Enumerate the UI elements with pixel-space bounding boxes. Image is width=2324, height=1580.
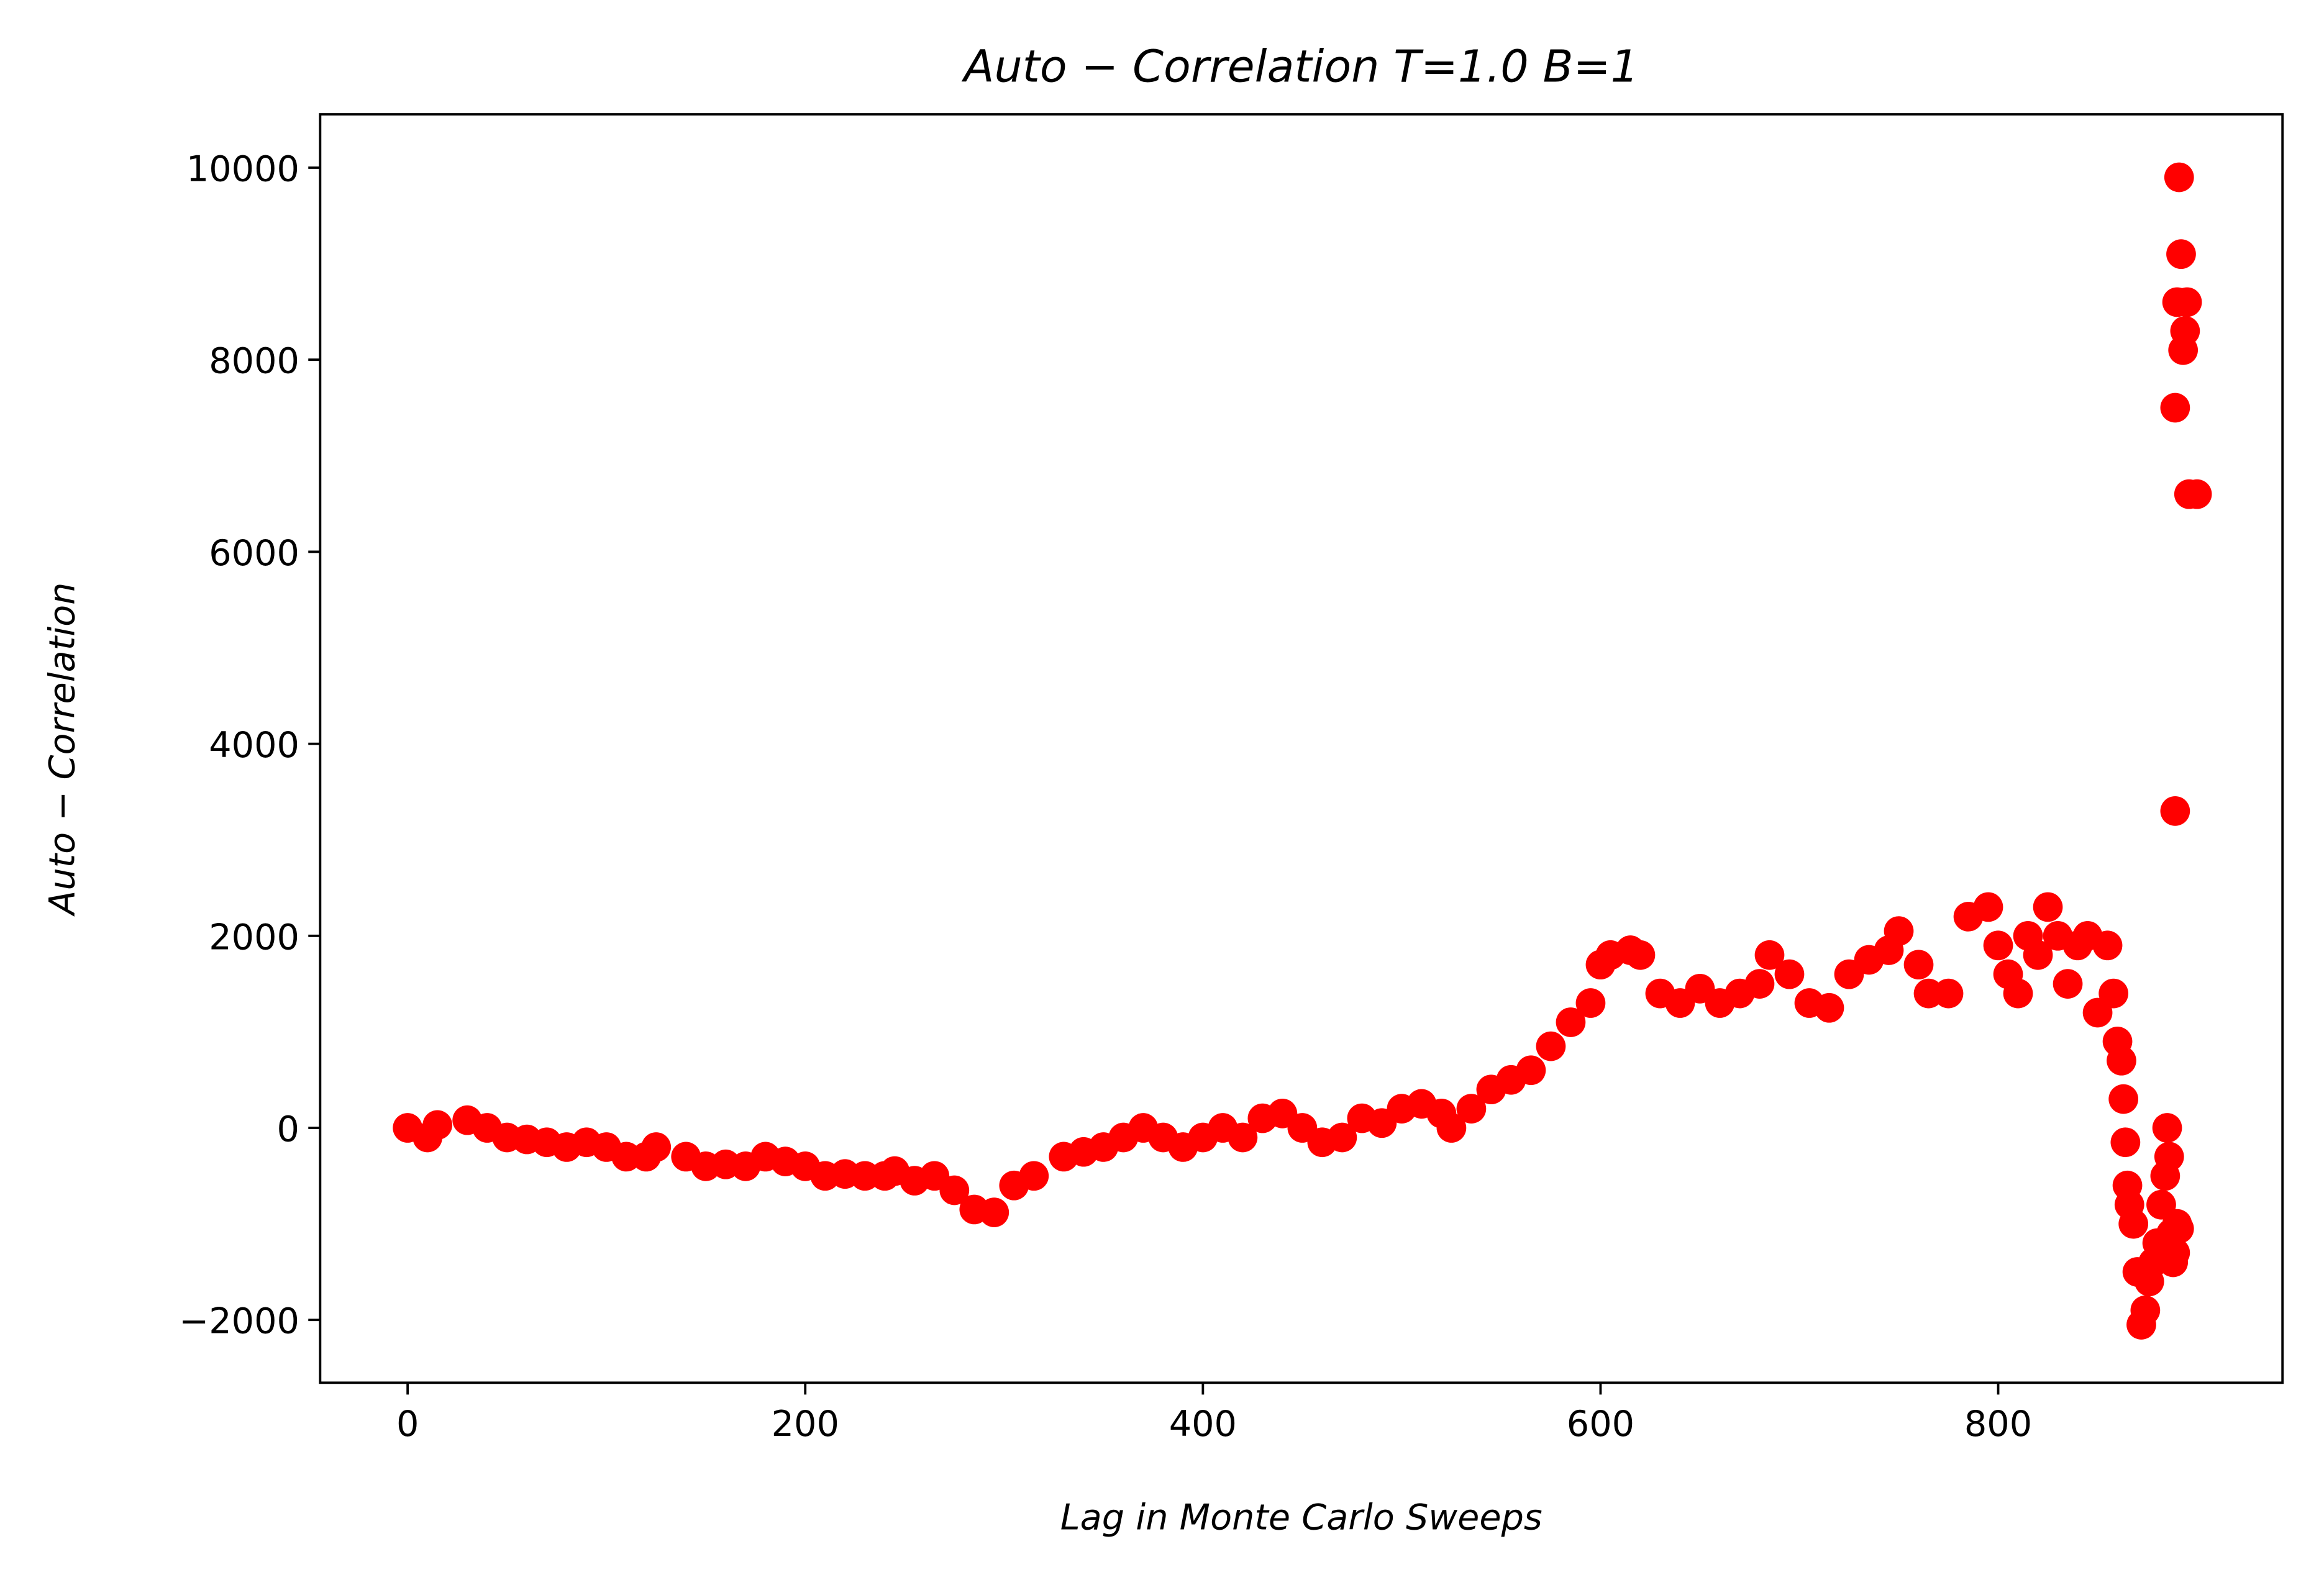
- y-tick-label: 2000: [209, 916, 299, 958]
- y-tick-label: 6000: [209, 532, 299, 574]
- y-tick-label: 4000: [209, 724, 299, 766]
- data-point: [1456, 1094, 1487, 1124]
- x-axis-label: Lag in Monte Carlo Sweeps: [1060, 1497, 1542, 1538]
- x-tick-label: 600: [1567, 1403, 1634, 1445]
- data-point: [2118, 1209, 2149, 1239]
- x-tick-label: 800: [1964, 1403, 2032, 1445]
- x-tick-label: 0: [396, 1403, 419, 1445]
- data-point: [2110, 1127, 2141, 1158]
- y-axis-label: Auto − Correlation: [41, 583, 83, 917]
- data-point: [2164, 162, 2194, 193]
- y-tick-label: 10000: [186, 148, 299, 189]
- data-point: [1744, 969, 1775, 999]
- data-point: [1556, 1007, 1586, 1037]
- data-point: [979, 1197, 1009, 1227]
- data-point: [1973, 892, 2003, 922]
- data-point: [2098, 978, 2129, 1009]
- data-point: [2172, 287, 2202, 317]
- data-point: [1536, 1031, 1566, 1061]
- data-point: [2003, 978, 2033, 1009]
- data-point: [641, 1132, 672, 1162]
- data-point: [1228, 1122, 1258, 1153]
- data-point: [2160, 1238, 2190, 1268]
- data-point: [2033, 892, 2063, 922]
- data-point: [2152, 1113, 2182, 1143]
- data-point: [1933, 978, 1964, 1009]
- data-point: [2053, 969, 2083, 999]
- data-point: [1019, 1161, 1049, 1191]
- data-point: [1983, 930, 2013, 961]
- data-point: [1884, 916, 1914, 946]
- plot-area: [393, 162, 2212, 1340]
- data-point: [2166, 239, 2196, 270]
- data-point: [2160, 393, 2190, 423]
- y-tick-label: −2000: [179, 1301, 299, 1342]
- data-point: [422, 1110, 453, 1140]
- data-point: [2154, 1142, 2184, 1172]
- x-tick-label: 400: [1169, 1403, 1237, 1445]
- data-point: [2023, 940, 2053, 970]
- data-point: [1516, 1055, 1546, 1086]
- data-point: [2130, 1295, 2161, 1325]
- y-tick-label: 8000: [209, 340, 299, 382]
- data-point: [939, 1175, 970, 1205]
- data-point: [2164, 1214, 2194, 1244]
- data-point: [2160, 796, 2190, 826]
- y-tick-label: 0: [277, 1108, 299, 1150]
- data-point: [2107, 1045, 2136, 1076]
- data-point: [1625, 940, 1656, 970]
- data-point: [1754, 940, 1785, 970]
- chart-title: Auto − Correlation T=1.0 B=1: [961, 41, 1639, 93]
- data-point: [1903, 950, 1934, 980]
- data-point: [1814, 992, 1844, 1023]
- data-point: [1327, 1122, 1357, 1153]
- x-tick-label: 200: [772, 1403, 839, 1445]
- data-point: [1436, 1113, 1467, 1143]
- data-point: [2092, 930, 2123, 961]
- data-point: [2108, 1084, 2139, 1114]
- data-point: [2170, 316, 2200, 346]
- data-point: [1575, 988, 1606, 1018]
- data-point: [2182, 479, 2212, 509]
- data-point: [1774, 959, 1805, 989]
- axes-frame: [319, 113, 2284, 1384]
